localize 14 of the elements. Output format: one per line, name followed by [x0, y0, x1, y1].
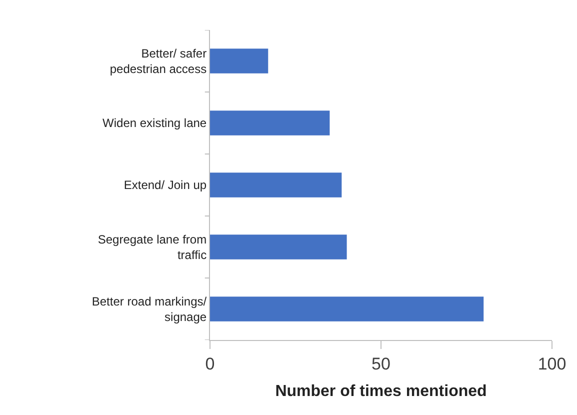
- x-tick-label: 100: [538, 354, 566, 374]
- bar: [210, 296, 484, 322]
- x-axis-title: Number of times mentioned: [275, 383, 487, 400]
- x-tick-label: 50: [372, 354, 390, 374]
- bar: [210, 172, 342, 198]
- y-tick-label: Better road markings/ signage: [92, 294, 208, 324]
- x-tick-label: 0: [205, 354, 215, 374]
- y-tick-label: Segregate lane from traffic: [98, 232, 207, 262]
- bar: [210, 234, 347, 260]
- y-tick-label: Better/ safer pedestrian access: [110, 46, 207, 76]
- bar: [210, 48, 268, 74]
- y-tick-label: Widen existing lane: [102, 116, 207, 130]
- y-tick-label: Extend/ Join up: [124, 178, 207, 192]
- bar: [210, 110, 330, 136]
